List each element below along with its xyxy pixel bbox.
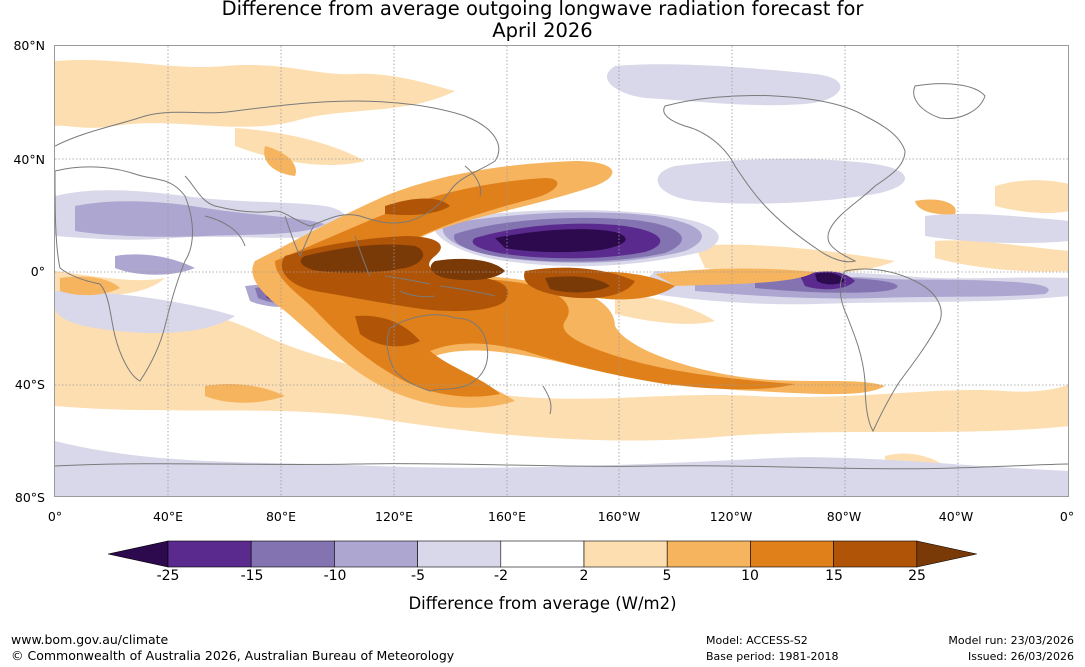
lat-label-80n: 80°N [13, 38, 45, 53]
colorbar-swatch [750, 540, 834, 568]
graticule [55, 46, 1068, 496]
colorbar-tick: -2 [494, 568, 508, 584]
lon-label-80e: 80°E [265, 509, 297, 524]
colorbar-swatch [833, 540, 918, 568]
lon-label-120e: 120°E [374, 509, 414, 524]
colorbar-swatch [500, 540, 585, 568]
lat-label-80s: 80°S [14, 490, 45, 505]
lon-label-160e: 160°E [487, 509, 527, 524]
lon-label-160w: 160°W [597, 509, 641, 524]
colorbar-swatch [334, 540, 418, 568]
colorbar-tick: -15 [240, 568, 264, 584]
lat-label-equator: 0° [30, 264, 45, 279]
anomaly-negative-25-plus [495, 229, 845, 285]
colorbar-tick: 25 [908, 568, 926, 584]
colorbar [108, 540, 977, 568]
model-run-date: Model run: 23/03/2026 [948, 634, 1074, 647]
copyright-text: © Commonwealth of Australia 2026, Austra… [11, 648, 455, 663]
website-link[interactable]: www.bom.gov.au/climate [11, 632, 169, 647]
lat-label-40s: 40°S [14, 377, 45, 392]
colorbar-swatch-arrow-low [108, 540, 169, 568]
colorbar-swatch [167, 540, 252, 568]
anomaly-positive-15-25 [281, 198, 635, 347]
lon-label-0-east: 0° [1059, 509, 1075, 524]
lon-label-40e: 40°E [152, 509, 184, 524]
lat-label-40n: 40°N [13, 152, 45, 167]
colorbar-swatch [666, 540, 751, 568]
colorbar-swatches [108, 540, 977, 568]
colorbar-swatch [583, 540, 668, 568]
colorbar-swatch [250, 540, 335, 568]
lon-label-120w: 120°W [709, 509, 753, 524]
chart-title-line-1: Difference from average outgoing longwav… [221, 0, 864, 20]
colorbar-swatch [417, 540, 502, 568]
issued-date: Issued: 26/03/2026 [967, 650, 1074, 663]
colorbar-tick: 5 [662, 568, 672, 584]
colorbar-swatch-arrow-high [916, 540, 977, 568]
colorbar-tick: -25 [156, 568, 180, 584]
chart-title-line-2: April 2026 [492, 19, 593, 42]
colorbar-label: Difference from average (W/m2) [408, 594, 677, 613]
map-svg [55, 46, 1068, 496]
lon-label-80w: 80°W [826, 509, 862, 524]
anomaly-positive-25-plus [300, 244, 610, 293]
colorbar-tick: -5 [411, 568, 425, 584]
model-name: Model: ACCESS-S2 [706, 634, 808, 647]
colorbar-tick: -10 [323, 568, 347, 584]
base-period: Base period: 1981-2018 [706, 650, 839, 663]
ssolr-anomaly-map [54, 45, 1069, 497]
lon-label-0: 0° [47, 509, 63, 524]
coastlines [55, 83, 1068, 470]
lon-label-40w: 40°W [938, 509, 974, 524]
colorbar-tick: 2 [579, 568, 589, 584]
colorbar-tick: 10 [741, 568, 759, 584]
colorbar-tick: 15 [825, 568, 843, 584]
